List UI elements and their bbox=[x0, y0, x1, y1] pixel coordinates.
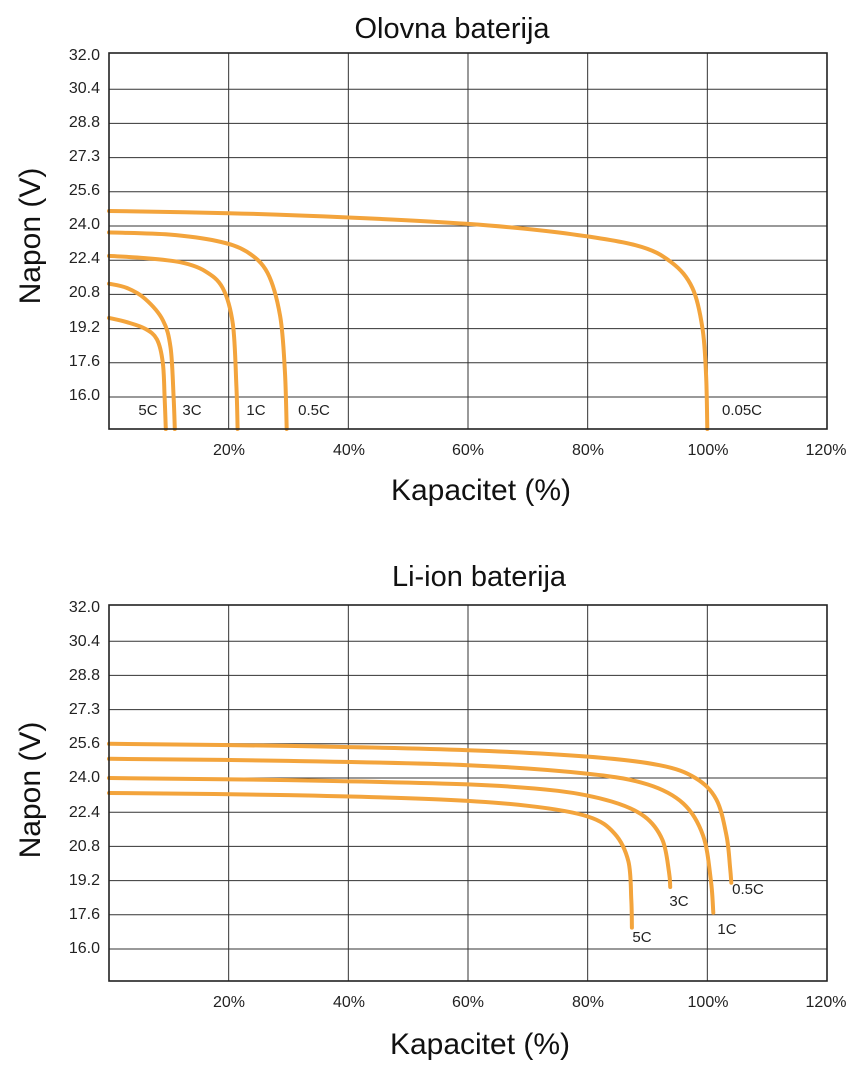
curve-labels: 5C 3C 1C 0.5C 0.05C bbox=[138, 402, 762, 419]
x-tick-label: 100% bbox=[688, 994, 729, 1011]
curve-label: 5C bbox=[138, 402, 157, 419]
x-tick-label: 60% bbox=[452, 442, 484, 459]
y-tick-label: 25.6 bbox=[69, 735, 100, 752]
curves bbox=[107, 209, 710, 431]
x-tick-label: 80% bbox=[572, 994, 604, 1011]
curve-label: 1C bbox=[717, 921, 736, 938]
y-tick-label: 20.8 bbox=[69, 284, 100, 301]
y-tick-label: 16.0 bbox=[69, 940, 100, 957]
curve-label: 5C bbox=[632, 929, 651, 946]
plot-frame bbox=[108, 52, 828, 430]
y-tick-label: 25.6 bbox=[69, 182, 100, 199]
discharge-curve-5c bbox=[107, 791, 634, 930]
y-tick-label: 30.4 bbox=[69, 633, 100, 650]
x-axis-ticks: 20% 40% 60% 80% 100% 120% bbox=[213, 994, 846, 1011]
lead-acid-chart: Olovna baterija Napon (V) Kapacitet (%) … bbox=[14, 13, 846, 507]
discharge-curve-5c bbox=[107, 315, 168, 431]
discharge-curve-1c bbox=[107, 756, 716, 915]
y-tick-label: 28.8 bbox=[69, 114, 100, 131]
y-tick-label: 28.8 bbox=[69, 667, 100, 684]
y-tick-label: 16.0 bbox=[69, 387, 100, 404]
x-tick-label: 40% bbox=[333, 994, 365, 1011]
y-axis-ticks: 32.0 30.4 28.8 27.3 25.6 24.0 22.4 20.8 … bbox=[69, 599, 100, 957]
discharge-curve-1c bbox=[107, 253, 240, 431]
x-tick-label: 20% bbox=[213, 442, 245, 459]
curve-label: 1C bbox=[246, 402, 265, 419]
chart-title: Olovna baterija bbox=[354, 13, 550, 45]
x-axis-ticks: 20% 40% 60% 80% 100% 120% bbox=[213, 442, 846, 459]
y-tick-label: 24.0 bbox=[69, 769, 100, 786]
curve-label: 3C bbox=[182, 402, 201, 419]
y-tick-label: 27.3 bbox=[69, 148, 100, 165]
y-axis-ticks: 32.0 30.4 28.8 27.3 25.6 24.0 22.4 20.8 … bbox=[69, 47, 100, 404]
y-tick-label: 30.4 bbox=[69, 80, 100, 97]
x-tick-label: 120% bbox=[806, 994, 847, 1011]
discharge-curve-0-5c bbox=[107, 230, 289, 431]
x-tick-label: 100% bbox=[688, 442, 729, 459]
grid bbox=[109, 53, 827, 429]
y-tick-label: 27.3 bbox=[69, 701, 100, 718]
y-tick-label: 19.2 bbox=[69, 319, 100, 336]
y-axis-label: Napon (V) bbox=[14, 722, 47, 859]
chart-title: Li-ion baterija bbox=[392, 561, 567, 593]
y-tick-label: 22.4 bbox=[69, 250, 100, 267]
x-tick-label: 60% bbox=[452, 994, 484, 1011]
curve-label: 0.5C bbox=[298, 402, 330, 419]
y-axis-label: Napon (V) bbox=[14, 168, 47, 305]
x-tick-label: 80% bbox=[572, 442, 604, 459]
discharge-curve-0-5c bbox=[107, 741, 734, 885]
li-ion-chart: Li-ion baterija Napon (V) Kapacitet (%) … bbox=[14, 561, 846, 1061]
curve-label: 0.05C bbox=[722, 402, 762, 419]
curves bbox=[107, 741, 734, 930]
x-axis-label: Kapacitet (%) bbox=[390, 1028, 570, 1061]
discharge-curve-0-05c bbox=[107, 209, 710, 431]
y-tick-label: 20.8 bbox=[69, 838, 100, 855]
x-tick-label: 20% bbox=[213, 994, 245, 1011]
y-tick-label: 32.0 bbox=[69, 599, 100, 616]
y-tick-label: 17.6 bbox=[69, 906, 100, 923]
curve-label: 3C bbox=[669, 893, 688, 910]
curve-labels: 5C 3C 1C 0.5C bbox=[632, 881, 764, 946]
discharge-curve-3c bbox=[107, 281, 177, 431]
x-tick-label: 40% bbox=[333, 442, 365, 459]
discharge-curve-3c bbox=[107, 776, 673, 889]
x-tick-label: 120% bbox=[806, 442, 847, 459]
plot-frame bbox=[108, 604, 828, 982]
y-tick-label: 24.0 bbox=[69, 216, 100, 233]
x-axis-label: Kapacitet (%) bbox=[391, 474, 571, 507]
y-tick-label: 19.2 bbox=[69, 872, 100, 889]
y-tick-label: 22.4 bbox=[69, 804, 100, 821]
curve-label: 0.5C bbox=[732, 881, 764, 898]
y-tick-label: 17.6 bbox=[69, 353, 100, 370]
y-tick-label: 32.0 bbox=[69, 47, 100, 64]
